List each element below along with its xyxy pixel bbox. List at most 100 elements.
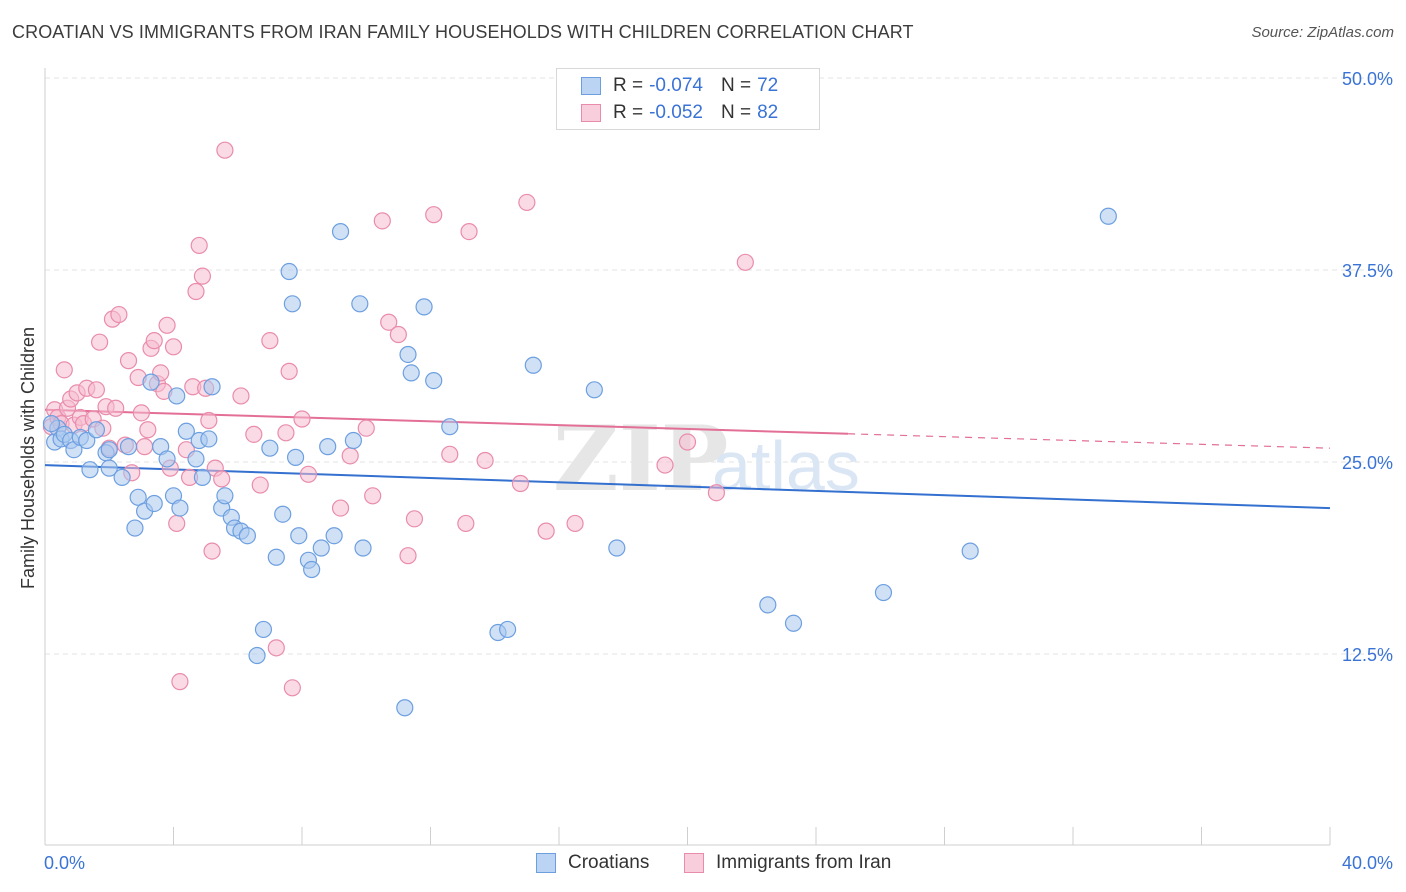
iran-point (293, 410, 311, 428)
iran-point (441, 445, 459, 463)
iran-point (87, 381, 106, 399)
iran-point (200, 411, 218, 430)
iran-point (331, 499, 350, 517)
iran-point (216, 141, 234, 159)
iran-point (119, 352, 138, 370)
croatian-point (200, 430, 218, 448)
croatian-point (248, 646, 266, 665)
legend-r-value: -0.074 (649, 75, 703, 96)
legend-row-iran: R = -0.052 N = 82 (581, 100, 778, 126)
iran-point (364, 487, 382, 505)
legend-row-croatians: R = -0.074 N = 72 (581, 73, 778, 99)
iran-point (457, 514, 475, 533)
iran-point (193, 267, 212, 285)
legend-label-croatians: Croatians (568, 852, 650, 873)
iran-point (267, 639, 285, 657)
croatian-point (142, 373, 160, 391)
trend-line-croatians (44, 464, 1331, 510)
croatian-point (168, 387, 186, 405)
croatian-point (524, 356, 542, 374)
y-tick-label: 50.0% (1342, 69, 1393, 89)
croatian-point (87, 421, 106, 439)
legend-n-value: 72 (757, 75, 779, 96)
croatian-point (874, 583, 893, 602)
iran-point (511, 474, 530, 493)
croatian-point (283, 295, 301, 313)
iran-point (678, 433, 697, 451)
croatian-point (351, 295, 369, 313)
iran-point (91, 333, 109, 351)
legend-r-label: R = (613, 75, 644, 96)
iran-point (425, 206, 443, 224)
croatian-point (280, 262, 298, 281)
iran-point (132, 404, 150, 422)
chart-title: CROATIAN VS IMMIGRANTS FROM IRAN FAMILY … (12, 22, 914, 42)
croatian-point (759, 596, 777, 614)
iran-point (341, 447, 359, 465)
croatian-point (119, 438, 138, 456)
croatian-point (216, 487, 234, 505)
croatian-point (100, 441, 118, 459)
croatian-point (303, 560, 321, 579)
croatian-point (261, 439, 279, 457)
iran-point (518, 193, 536, 212)
iran-point (707, 484, 726, 502)
croatian-point (396, 699, 414, 717)
croatian-point (1099, 207, 1117, 225)
iran-point (203, 542, 221, 560)
iran-point (283, 679, 301, 697)
croatian-point (193, 468, 212, 486)
croatian-point (325, 527, 343, 545)
croatian-point (290, 527, 308, 545)
axis-labels: 12.5% 25.0% 37.5% 50.0% 0.0% 40.0% Family Hous… (18, 69, 1393, 873)
data-points (42, 141, 1117, 717)
x-tick-label-max: 40.0% (1342, 853, 1393, 873)
croatian-point (499, 620, 517, 639)
croatian-point (425, 371, 443, 390)
iran-point (187, 282, 205, 301)
croatian-point (100, 459, 118, 477)
croatian-point (78, 431, 96, 450)
iran-point (380, 313, 398, 331)
iran-point (357, 419, 375, 437)
iran-point (232, 387, 250, 405)
croatian-point (81, 461, 99, 479)
legend-swatch-blue (581, 77, 601, 95)
iran-point (168, 514, 186, 533)
iran-point (245, 425, 263, 443)
iran-point (299, 465, 318, 483)
legend-swatch-pink (684, 853, 704, 873)
croatian-point (171, 499, 189, 517)
watermark-zip: ZIP (553, 406, 728, 512)
croatian-point (286, 448, 305, 466)
iran-point (373, 212, 391, 230)
croatian-point (203, 378, 221, 396)
legend-r-value: -0.052 (649, 102, 703, 123)
legend-swatch-pink (581, 104, 601, 122)
croatian-point (126, 519, 144, 537)
iran-point (656, 456, 674, 474)
legend-n-label: N = (720, 75, 752, 96)
legend-item-iran: Immigrants from Iran (684, 852, 891, 874)
legend-swatch-blue (536, 853, 556, 873)
iran-point (476, 451, 494, 470)
iran-point (566, 514, 584, 533)
y-tick-label: 37.5% (1342, 261, 1393, 281)
iran-point (261, 332, 279, 350)
iran-point (145, 332, 163, 350)
iran-point (213, 470, 231, 488)
legend-r-label: R = (613, 102, 644, 123)
iran-point (190, 236, 208, 255)
y-tick-label: 12.5% (1342, 645, 1393, 665)
iran-point (135, 438, 154, 456)
croatian-point (344, 431, 362, 450)
series-legend: Croatians Immigrants from Iran (0, 852, 1406, 878)
iran-point (139, 421, 157, 439)
x-tick-label-min: 0.0% (44, 853, 85, 873)
croatian-point (319, 438, 337, 456)
croatian-point (585, 381, 603, 399)
iran-point (736, 253, 754, 271)
iran-point (537, 522, 555, 540)
